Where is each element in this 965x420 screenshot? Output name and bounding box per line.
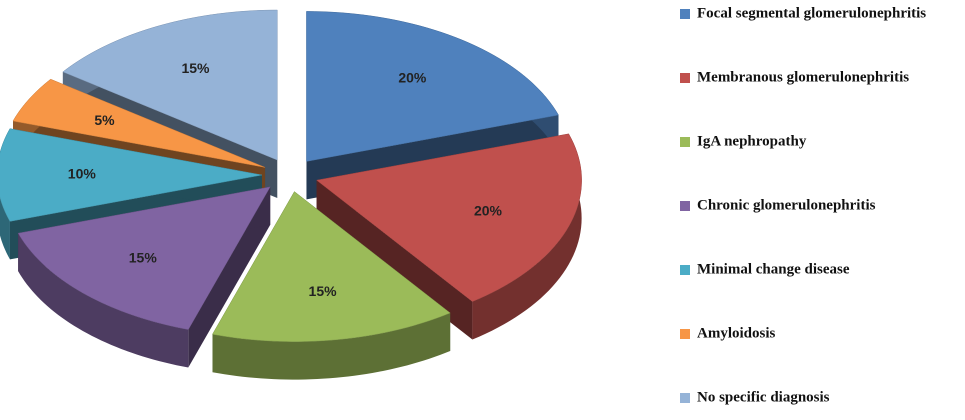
data-label: 10% xyxy=(68,166,97,182)
legend-label: Membranous glomerulonephritis xyxy=(697,69,909,85)
data-label: 5% xyxy=(94,112,115,128)
pie-slice xyxy=(0,128,263,222)
legend-label: Amyloidosis xyxy=(697,325,776,341)
legend-swatch xyxy=(680,73,690,83)
legend-label: Chronic glomerulonephritis xyxy=(697,197,876,213)
legend-label: No specific diagnosis xyxy=(697,389,830,405)
legend-swatch xyxy=(680,9,690,19)
slice-side xyxy=(188,186,271,368)
legend-swatch xyxy=(680,201,690,211)
data-label: 15% xyxy=(129,250,158,266)
slice-group: 15% xyxy=(17,186,271,368)
slice-group: 15% xyxy=(212,191,451,380)
data-label: 20% xyxy=(398,70,427,86)
legend-swatch xyxy=(680,265,690,275)
pie-slice xyxy=(212,191,451,342)
pie-slice xyxy=(316,133,582,302)
pie-slice xyxy=(17,186,271,330)
slice-wall xyxy=(212,312,451,380)
legend-swatch xyxy=(680,329,690,339)
data-label: 15% xyxy=(309,283,338,299)
legend-label: Minimal change disease xyxy=(697,261,850,277)
legend-label: Focal segmental glomerulonephritis xyxy=(697,5,926,21)
pie-slice xyxy=(62,9,278,161)
legend-label: IgA nephropathy xyxy=(697,133,807,149)
legend-swatch xyxy=(680,393,690,403)
data-label: 15% xyxy=(181,60,210,76)
pie-slice xyxy=(12,78,266,168)
data-label: 20% xyxy=(474,202,503,218)
legend-swatch xyxy=(680,137,690,147)
pie-slice xyxy=(306,11,559,162)
slice-wall xyxy=(18,233,189,368)
